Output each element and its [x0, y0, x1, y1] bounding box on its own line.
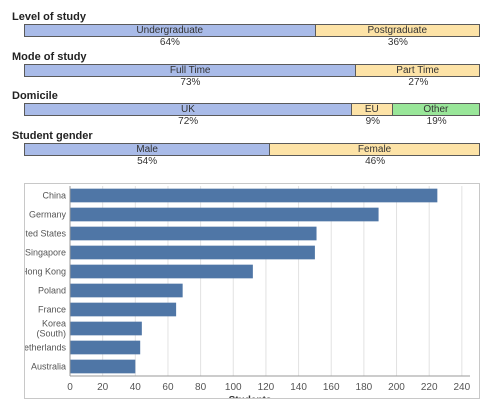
- x-axis-title: Students: [229, 395, 272, 398]
- category-label: Hong Kong: [25, 267, 66, 277]
- x-tick-label: 40: [130, 382, 142, 393]
- segment-percent: 19%: [426, 116, 447, 127]
- x-tick-label: 0: [67, 382, 73, 393]
- category-label-line: (South): [36, 329, 66, 339]
- category-label: Germany: [29, 210, 67, 220]
- bar: [70, 283, 183, 298]
- x-tick-label: 200: [388, 382, 405, 393]
- stacked-bar: Male Female: [24, 143, 480, 156]
- x-tick-label: 180: [356, 382, 373, 393]
- x-tick-label: 80: [195, 382, 207, 393]
- x-tick-label: 220: [421, 382, 438, 393]
- percent-row: 64% 36%: [24, 37, 480, 49]
- segment-percent: 36%: [387, 37, 408, 48]
- bar-chart-svg: 0 20 40 60 80 100 120 140 160 180 200 220 240 China Ge…: [12, 186, 471, 403]
- section-level-of-study: Level of study Undergraduate Postgraduate 6…: [10, 10, 480, 49]
- segment-undergraduate: Undergraduate: [25, 25, 316, 36]
- segment-percent: 9%: [365, 116, 381, 127]
- x-tick-label: 20: [97, 382, 109, 393]
- category-label-line: China: [42, 191, 66, 201]
- percent-row: 72% 9% 19%: [24, 116, 480, 128]
- segment-percent: 72%: [178, 116, 199, 127]
- segment-male: Male: [25, 144, 271, 155]
- segment-uk: UK: [25, 104, 352, 115]
- segment-percent: 27%: [408, 77, 429, 88]
- category-label: United States: [25, 229, 66, 239]
- bar: [70, 245, 315, 260]
- segment-female: Female: [270, 144, 479, 155]
- section-title: Mode of study: [12, 51, 87, 63]
- segment-postgraduate: Postgraduate: [315, 25, 479, 36]
- segment-percent: 73%: [180, 77, 201, 88]
- section-domicile: Domicile UK EU Other 72% 9% 19%: [10, 89, 480, 128]
- category-label: Netherlands: [25, 343, 66, 353]
- bar: [70, 321, 142, 336]
- segment-eu: EU: [351, 104, 393, 115]
- category-label-line: Korea: [42, 319, 66, 329]
- category-label-line: Germany: [29, 210, 67, 220]
- x-tick-label: 100: [225, 382, 242, 393]
- category-label: China: [42, 191, 66, 201]
- category-label-line: Poland: [38, 286, 66, 296]
- category-label: Australia: [31, 362, 66, 372]
- category-label-line: France: [38, 305, 66, 315]
- category-label: Singapore: [25, 248, 66, 258]
- segment-full-time: Full Time: [25, 65, 357, 76]
- segment-percent: 54%: [137, 156, 158, 167]
- category-label: Poland: [38, 286, 66, 296]
- segment-percent: 46%: [365, 156, 386, 167]
- x-tick-label: 140: [290, 382, 307, 393]
- category-label: France: [38, 305, 66, 315]
- category-label-line: Australia: [31, 362, 66, 372]
- section-student-gender: Student gender Male Female 54% 46%: [10, 129, 480, 168]
- x-tick-label: 160: [323, 382, 340, 393]
- bar: [70, 359, 136, 374]
- section-title: Level of study: [12, 11, 86, 23]
- section-title: Student gender: [12, 130, 93, 142]
- category-label-line: Hong Kong: [25, 267, 66, 277]
- stacked-bar: Undergraduate Postgraduate: [24, 24, 480, 37]
- category-label-line: Singapore: [25, 248, 66, 258]
- section-title: Domicile: [12, 90, 58, 102]
- bar: [70, 188, 438, 203]
- stacked-bar: Full Time Part Time: [24, 64, 480, 77]
- segment-other: Other: [392, 104, 479, 115]
- bar: [70, 340, 141, 355]
- category-label-line: Netherlands: [25, 343, 66, 353]
- percent-row: 73% 27%: [24, 77, 480, 89]
- bar: [70, 302, 177, 317]
- category-label: Korea (South): [36, 319, 66, 339]
- bar: [70, 207, 379, 222]
- x-tick-label: 120: [258, 382, 275, 393]
- x-tick-label: 240: [453, 382, 470, 393]
- bar: [70, 226, 317, 241]
- stacked-bar: UK EU Other: [24, 103, 480, 116]
- x-tick-label: 60: [162, 382, 174, 393]
- bar: [70, 264, 253, 279]
- section-mode-of-study: Mode of study Full Time Part Time 73% 27%: [10, 50, 480, 89]
- segment-part-time: Part Time: [356, 65, 479, 76]
- category-label-line: United States: [25, 229, 66, 239]
- segment-percent: 64%: [159, 37, 180, 48]
- students-by-country-chart: 0 20 40 60 80 100 120 140 160 180 200 220 240 China Ge…: [12, 183, 480, 403]
- percent-row: 54% 46%: [24, 156, 480, 168]
